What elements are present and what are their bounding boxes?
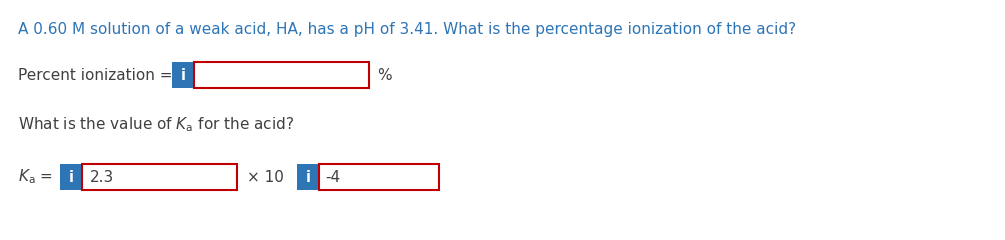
FancyBboxPatch shape xyxy=(297,164,319,190)
FancyBboxPatch shape xyxy=(172,62,194,88)
Text: Percent ionization =: Percent ionization = xyxy=(18,67,177,83)
FancyBboxPatch shape xyxy=(194,62,369,88)
Text: A 0.60 M solution of a weak acid, HA, has a pH of 3.41. What is the percentage i: A 0.60 M solution of a weak acid, HA, ha… xyxy=(18,22,796,37)
Text: i: i xyxy=(306,169,311,185)
Text: i: i xyxy=(181,67,186,83)
Text: $K_{\mathrm{a}}$ =: $K_{\mathrm{a}}$ = xyxy=(18,168,53,186)
Text: i: i xyxy=(68,169,73,185)
Text: What is the value of $K_{\mathrm{a}}$ for the acid?: What is the value of $K_{\mathrm{a}}$ fo… xyxy=(18,116,294,134)
FancyBboxPatch shape xyxy=(82,164,237,190)
Text: × 10: × 10 xyxy=(247,169,283,185)
Text: 2.3: 2.3 xyxy=(90,169,115,185)
FancyBboxPatch shape xyxy=(60,164,82,190)
Text: %: % xyxy=(377,67,392,83)
FancyBboxPatch shape xyxy=(319,164,439,190)
Text: -4: -4 xyxy=(325,169,340,185)
